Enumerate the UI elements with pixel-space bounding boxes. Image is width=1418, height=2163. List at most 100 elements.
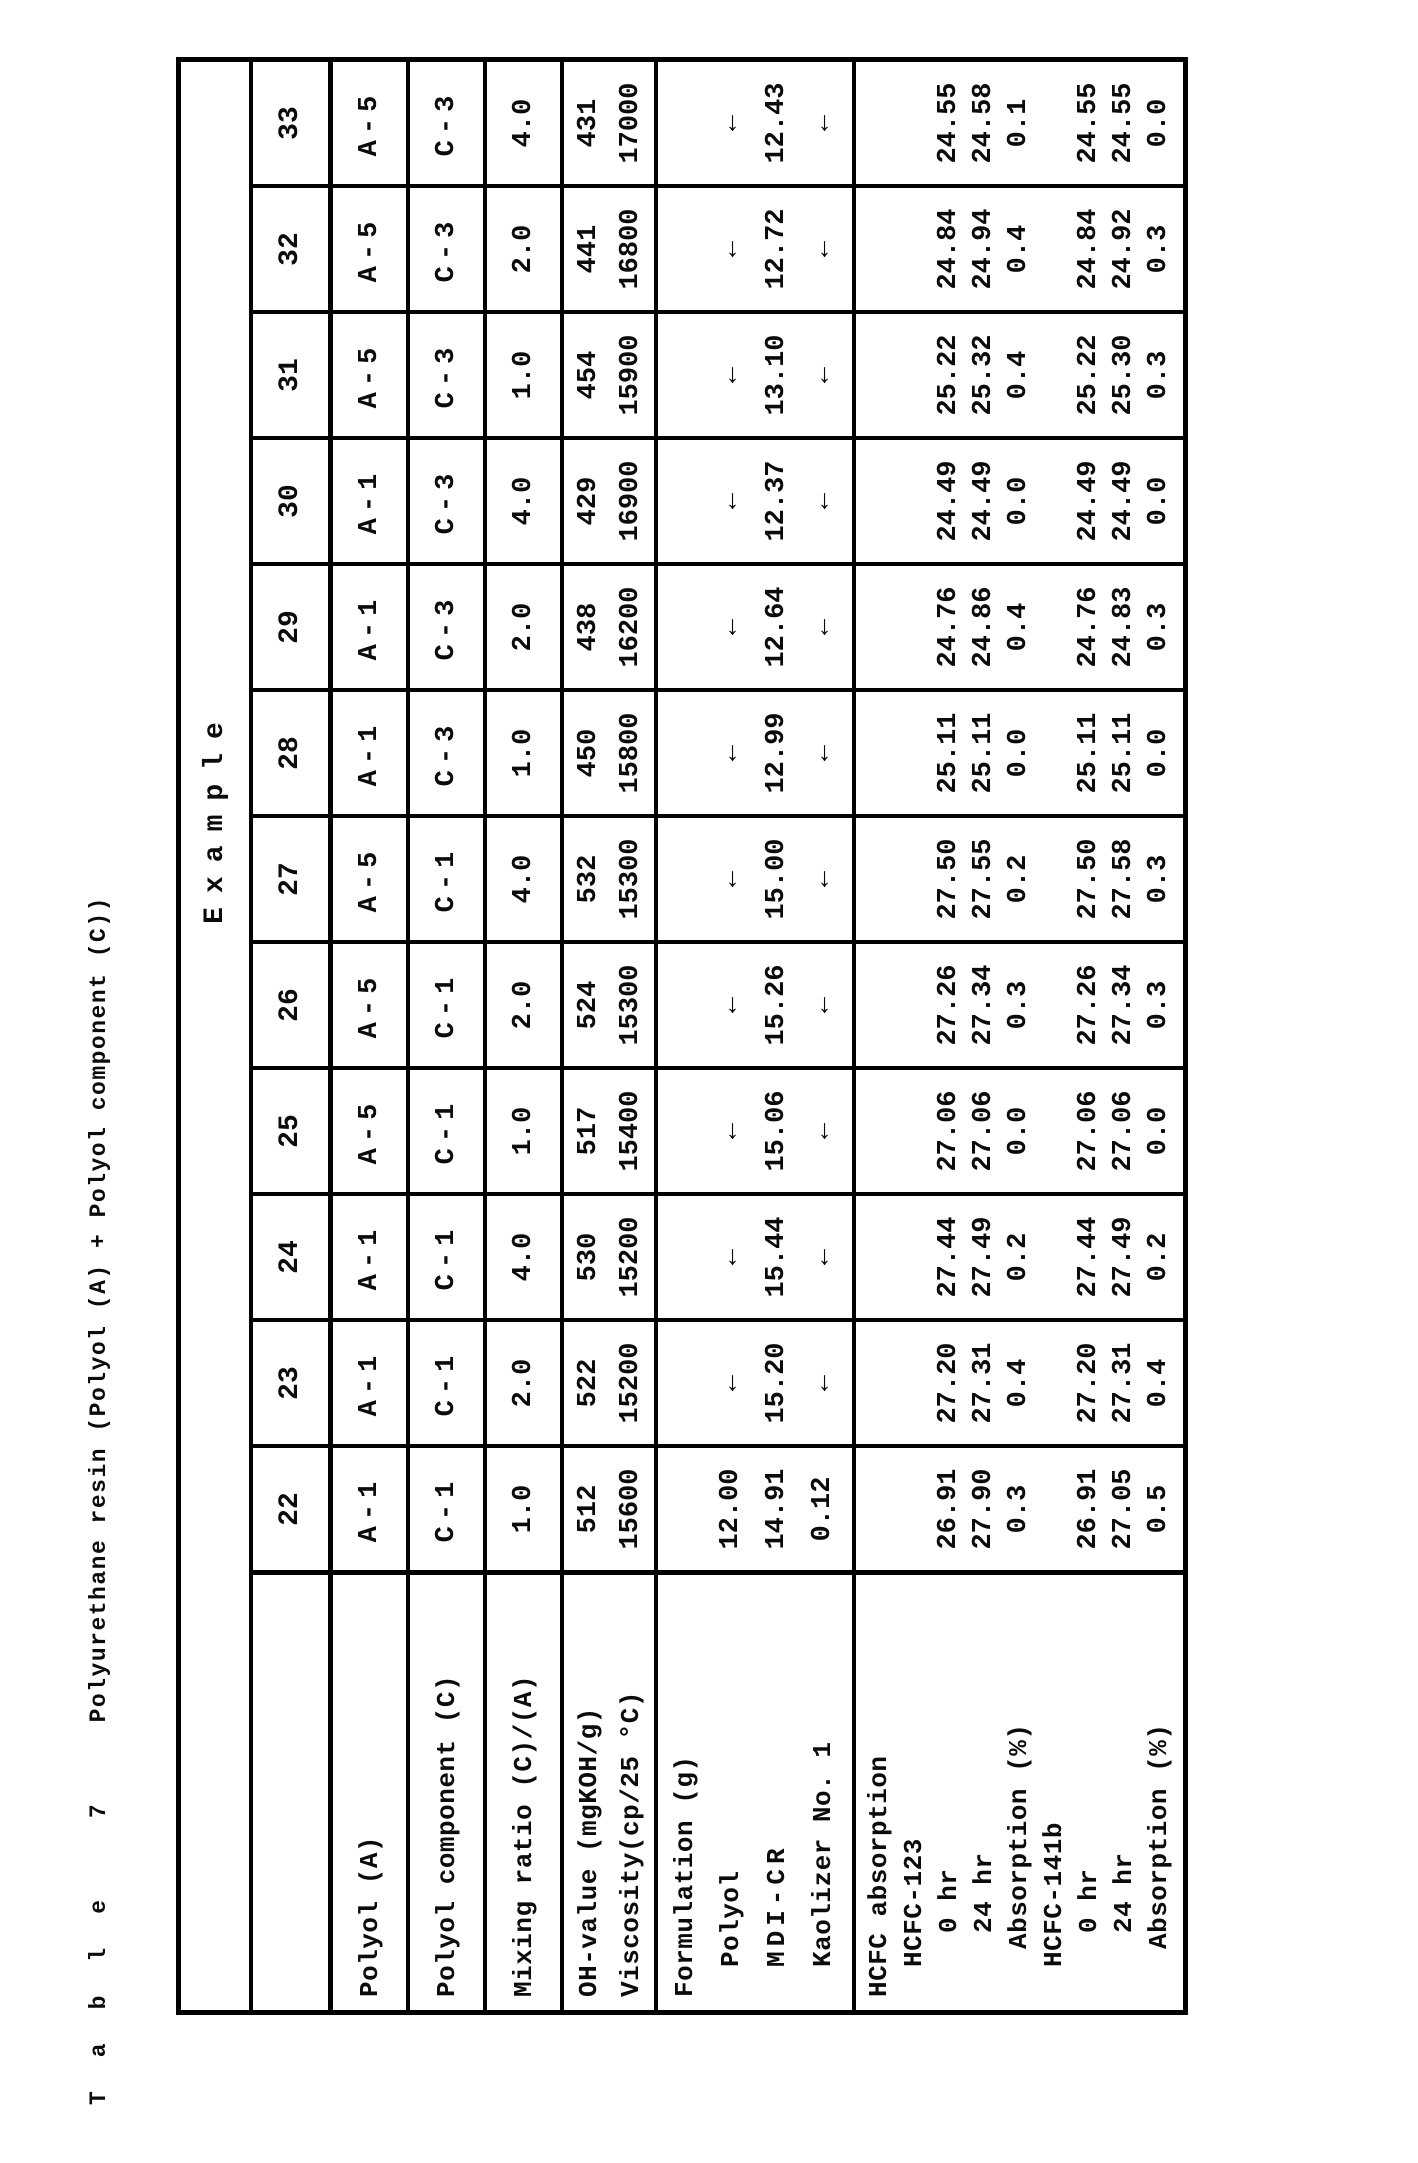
example-column-26: 26 A-5 C-1 2.0 524 15300 ← 15.26 ←: [253, 940, 1183, 1066]
hcfc-141b-0hr-value: 24.76: [1074, 586, 1104, 668]
hcfc-line: [862, 1448, 897, 1570]
formulation-mdi-cr-value: 12.72: [762, 208, 792, 290]
hcfc-line: [862, 62, 897, 184]
example-header-row: Example: [181, 62, 253, 2010]
hcfc-141b-24hr-value: 27.34: [1109, 964, 1139, 1046]
hcfc-141b-0hr-value: 27.50: [1074, 838, 1104, 920]
hcfc-values: 24.55 24.58 0.1 24.55 24.55 0.0: [856, 62, 1183, 184]
hcfc-line: [862, 566, 897, 688]
example-column-24: 24 A-1 C-1 4.0 530 15200 ← 15.44 ←: [253, 1192, 1183, 1318]
hcfc-141b-0hr-value: 24.49: [1074, 460, 1104, 542]
hcfc-123-24hr-value: 24.58: [969, 82, 999, 164]
hcfc-123-absorption-value: 0.2: [1004, 854, 1034, 904]
hcfc-line: [1037, 62, 1072, 184]
polyol-a-value: A-1: [333, 1196, 410, 1318]
hcfc-141b-24hr-value: 24.92: [1109, 208, 1139, 290]
hcfc-123-absorption-value: 0.1: [1004, 98, 1034, 148]
formulation-kaolizer-value: ←: [808, 996, 838, 1014]
viscosity-value: 15300: [616, 964, 646, 1046]
formulation-polyol-value: ←: [716, 240, 746, 258]
example-number: 23: [253, 1322, 333, 1444]
formulation-line: [662, 62, 708, 184]
hcfc-line: [897, 1322, 932, 1444]
polyol-c-value: C-1: [410, 1196, 487, 1318]
hcfc-values: 27.26 27.34 0.3 27.26 27.34 0.3: [856, 944, 1183, 1066]
viscosity-value: 17000: [616, 82, 646, 164]
formulation-mdi-cr-value: 15.26: [762, 964, 792, 1046]
hcfc-141b-24hr-value: 24.49: [1109, 460, 1139, 542]
mixing-ratio-value: 4.0: [487, 62, 564, 184]
formulation-values: ← 12.72 ←: [658, 188, 856, 310]
formulation-values: ← 12.37 ←: [658, 440, 856, 562]
hcfc-123-0hr-value: 24.55: [934, 82, 964, 164]
hcfc-line: [897, 188, 932, 310]
mixing-ratio-value: 4.0: [487, 818, 564, 940]
polyol-a-value: A-5: [333, 62, 410, 184]
example-number: 32: [253, 188, 333, 310]
hcfc-141b-absorption-label: Absorption (%): [1144, 1723, 1174, 1949]
oh-viscosity-values: 438 16200: [564, 566, 658, 688]
hcfc-141b-24hr-label: 24 hr: [1109, 1852, 1139, 1933]
hcfc-141b-absorption-value: 0.0: [1144, 476, 1174, 526]
example-number: 31: [253, 314, 333, 436]
formulation-values: ← 15.44 ←: [658, 1196, 856, 1318]
polyol-c-value: C-3: [410, 188, 487, 310]
row-label-mixing-ratio: Mixing ratio (C)/(A): [487, 1575, 564, 2010]
hcfc-123-absorption-value: 0.0: [1004, 1106, 1034, 1156]
formulation-mdi-cr-value: 14.91: [762, 1468, 792, 1550]
table-body: Polyol (A) Polyol component (C) Mixing r…: [253, 62, 1183, 2010]
oh-value: 517: [574, 1106, 604, 1156]
formulation-values: ← 15.06 ←: [658, 1070, 856, 1192]
row-label-polyol-a: Polyol (A): [333, 1575, 410, 2010]
hcfc-line: [1037, 314, 1072, 436]
example-column-28: 28 A-1 C-3 1.0 450 15800 ← 12.99 ←: [253, 688, 1183, 814]
formulation-values: ← 12.99 ←: [658, 692, 856, 814]
formulation-values: ← 15.20 ←: [658, 1322, 856, 1444]
hcfc-141b-24hr-value: 25.30: [1109, 334, 1139, 416]
example-number: 33: [253, 62, 333, 184]
hcfc-123-24hr-value: 27.31: [969, 1342, 999, 1424]
hcfc-123-absorption-value: 0.0: [1004, 476, 1034, 526]
row-label-oh-value: OH-value (mgKOH/g): [574, 1707, 604, 1997]
hcfc-line: [862, 1196, 897, 1318]
oh-value: 454: [574, 350, 604, 400]
example-column-32: 32 A-5 C-3 2.0 441 16800 ← 12.72 ←: [253, 184, 1183, 310]
polyol-c-value: C-3: [410, 566, 487, 688]
row-label-viscosity: Viscosity(cp/25 °C): [616, 1691, 646, 1997]
hcfc-141b-label: HCFC-141b: [1039, 1822, 1069, 1967]
hcfc-141b-absorption-value: 0.3: [1144, 854, 1174, 904]
hcfc-line: [897, 1070, 932, 1192]
hcfc-123-0hr-value: 27.20: [934, 1342, 964, 1424]
oh-value: 512: [574, 1484, 604, 1534]
hcfc-line: [862, 1322, 897, 1444]
formulation-line: [662, 1322, 708, 1444]
formulation-line: [662, 818, 708, 940]
viscosity-value: 15300: [616, 838, 646, 920]
hcfc-141b-0hr-value: 25.11: [1074, 712, 1104, 794]
hcfc-123-24hr-value: 27.34: [969, 964, 999, 1046]
hcfc-123-0hr-value: 25.22: [934, 334, 964, 416]
hcfc-123-absorption-value: 0.0: [1004, 728, 1034, 778]
example-column-29: 29 A-1 C-3 2.0 438 16200 ← 12.64 ←: [253, 562, 1183, 688]
hcfc-123-0hr-value: 27.44: [934, 1216, 964, 1298]
polyol-c-value: C-1: [410, 1448, 487, 1570]
hcfc-line: [897, 692, 932, 814]
formulation-polyol-value: ←: [716, 1374, 746, 1392]
formulation-kaolizer-value: ←: [808, 1374, 838, 1392]
formulation-line: [662, 1448, 708, 1570]
formulation-mdi-cr-value: 15.44: [762, 1216, 792, 1298]
hcfc-line: [897, 1448, 932, 1570]
oh-viscosity-values: 441 16800: [564, 188, 658, 310]
formulation-heading: Formulation (g): [670, 1755, 700, 1997]
oh-viscosity-values: 512 15600: [564, 1448, 658, 1570]
polyol-a-value: A-5: [333, 1070, 410, 1192]
viscosity-value: 15900: [616, 334, 646, 416]
hcfc-123-0hr-value: 26.91: [934, 1468, 964, 1550]
hcfc-line: [897, 440, 932, 562]
oh-viscosity-values: 450 15800: [564, 692, 658, 814]
formulation-mdi-cr-value: 15.06: [762, 1090, 792, 1172]
formulation-polyol-value: ←: [716, 1248, 746, 1266]
hcfc-141b-0hr-value: 27.20: [1074, 1342, 1104, 1424]
oh-value: 429: [574, 476, 604, 526]
